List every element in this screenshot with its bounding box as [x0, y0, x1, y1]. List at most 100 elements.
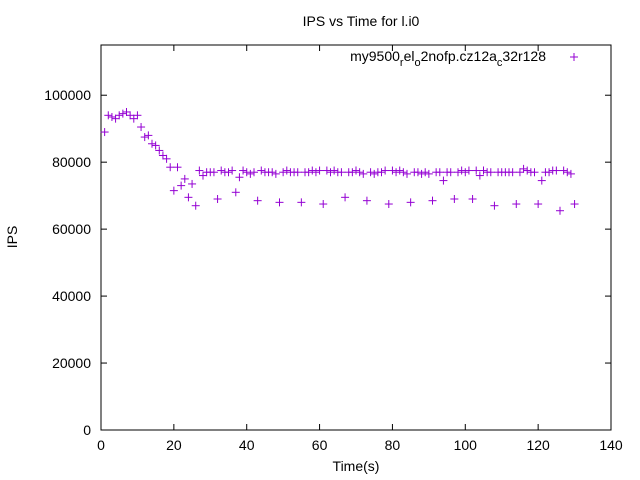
data-point	[523, 166, 532, 175]
data-point	[151, 141, 160, 150]
data-point	[563, 168, 572, 177]
data-point	[461, 168, 470, 177]
data-point	[191, 201, 200, 210]
data-point	[472, 166, 481, 175]
data-point	[158, 151, 167, 160]
y-tick-label: 20000	[52, 355, 91, 371]
data-point	[446, 168, 455, 177]
data-point	[337, 168, 346, 177]
data-point	[118, 109, 127, 118]
data-point	[530, 168, 539, 177]
data-point	[111, 114, 120, 123]
data-point	[126, 111, 135, 120]
x-tick-label: 60	[312, 437, 328, 453]
data-point	[384, 200, 393, 209]
data-point	[403, 169, 411, 178]
data-point	[435, 168, 444, 177]
data-point	[148, 139, 156, 148]
data-point	[304, 168, 313, 177]
data-series	[100, 107, 579, 215]
data-point	[140, 133, 149, 142]
data-point	[282, 166, 291, 175]
data-point	[399, 168, 408, 177]
data-point	[413, 168, 422, 177]
data-point	[235, 173, 244, 182]
data-point	[359, 169, 368, 178]
data-point	[479, 166, 488, 175]
data-point	[559, 166, 568, 175]
data-point	[512, 200, 521, 209]
data-point	[268, 168, 277, 177]
data-point	[464, 166, 473, 175]
data-point	[169, 186, 178, 195]
data-point	[242, 168, 251, 177]
x-tick-label: 100	[454, 437, 478, 453]
data-point	[515, 168, 524, 177]
x-tick-label: 120	[526, 437, 550, 453]
data-point	[330, 166, 339, 175]
data-point	[217, 166, 226, 175]
data-point	[246, 169, 255, 178]
x-tick-label: 140	[599, 437, 623, 453]
data-point	[257, 166, 266, 175]
y-tick-label: 60000	[52, 221, 91, 237]
x-tick-label: 0	[97, 437, 105, 453]
data-point	[355, 168, 364, 177]
data-point	[388, 166, 397, 175]
data-point	[129, 114, 138, 123]
data-point	[439, 176, 448, 185]
data-point	[428, 196, 437, 205]
data-point	[275, 198, 284, 207]
data-point	[454, 168, 462, 177]
legend-marker	[570, 53, 578, 61]
data-point	[213, 195, 222, 203]
y-axis-label: IPS	[4, 226, 20, 249]
data-point	[166, 163, 175, 172]
legend-marker-symbol	[570, 53, 578, 61]
data-point	[144, 131, 153, 140]
data-point	[366, 168, 375, 177]
data-point	[122, 107, 131, 116]
data-point	[552, 166, 561, 175]
data-point	[184, 193, 193, 202]
data-point	[199, 171, 207, 180]
data-point	[162, 154, 171, 163]
data-point	[239, 166, 248, 175]
data-point	[545, 168, 554, 177]
plot-area-frame	[100, 44, 612, 431]
data-point	[395, 166, 404, 175]
data-point	[417, 169, 426, 178]
data-point	[556, 206, 564, 215]
data-point	[348, 168, 357, 177]
data-point	[566, 169, 575, 178]
x-tick-label: 20	[166, 437, 182, 453]
data-point	[490, 201, 499, 210]
data-point	[341, 193, 350, 202]
data-point	[475, 171, 484, 180]
y-tick-label: 40000	[52, 288, 91, 304]
data-point	[311, 168, 320, 177]
data-point	[308, 166, 317, 175]
chart-title: IPS vs Time for l.i0	[303, 13, 420, 29]
data-point	[107, 112, 116, 121]
legend: my9500relo2nofp.cz12ac32r128	[350, 48, 578, 69]
data-point	[173, 163, 182, 172]
data-point	[180, 174, 189, 183]
data-point	[381, 166, 390, 175]
data-point	[486, 168, 495, 177]
x-axis: 0 20 40 60 80 100 120 140	[97, 45, 623, 453]
data-point	[104, 111, 113, 120]
data-point	[137, 123, 146, 132]
x-tick-label: 40	[239, 437, 255, 453]
data-point	[352, 166, 360, 175]
data-point	[188, 179, 197, 188]
data-point	[209, 168, 218, 177]
data-point	[315, 166, 324, 175]
data-point	[279, 168, 288, 177]
data-point	[195, 166, 204, 175]
data-point	[362, 196, 371, 205]
data-point	[297, 198, 306, 207]
y-axis: 0 20000 40000 60000 80000 100000	[44, 87, 611, 438]
data-point	[271, 169, 280, 178]
